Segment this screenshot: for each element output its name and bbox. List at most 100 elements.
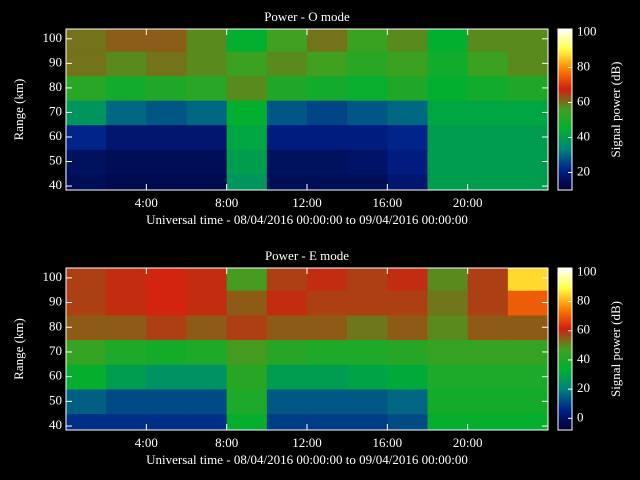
heat-cell [266, 124, 308, 150]
heat-cell [106, 389, 147, 415]
heat-cell [467, 314, 509, 341]
colorbar-tick-label: 40 [577, 128, 590, 143]
heat-cell [307, 149, 348, 175]
heat-cell [266, 290, 308, 316]
heat-cell [66, 100, 107, 126]
heat-cell [266, 364, 308, 390]
colorbar-label: Signal power (dB) [608, 61, 623, 157]
heat-cell [467, 29, 509, 52]
heat-cell [266, 29, 308, 52]
y-tick-label: 40 [49, 417, 62, 432]
heat-cell [186, 149, 228, 175]
heat-cell [507, 413, 548, 430]
heat-cell [307, 314, 348, 341]
heat-cell [106, 173, 147, 190]
heat-cell [186, 389, 228, 415]
colorbar [557, 267, 573, 431]
heat-cell [146, 75, 187, 101]
heat-cell [467, 268, 509, 291]
heat-cell [186, 364, 228, 390]
heat-cell [387, 124, 428, 150]
heat-cell [347, 413, 388, 430]
x-tick-label: 16:00 [373, 435, 403, 450]
heat-cell [186, 124, 228, 150]
heat-cell [347, 29, 388, 52]
heat-cell [307, 339, 348, 365]
heat-cell [106, 339, 147, 365]
heat-cell [427, 51, 469, 77]
heat-cell [427, 364, 469, 390]
heat-cell [226, 290, 268, 316]
y-tick-label: 90 [49, 294, 62, 309]
heat-cell [467, 389, 509, 415]
heat-cell [226, 364, 268, 390]
y-tick-label: 50 [49, 392, 62, 407]
heat-cell [226, 413, 268, 430]
heat-cell [427, 29, 469, 52]
x-tick-label: 20:00 [453, 195, 483, 210]
heat-cell [467, 413, 509, 430]
heat-cell [266, 173, 308, 190]
heat-cell [507, 75, 548, 101]
colorbar-label: Signal power (dB) [608, 301, 623, 397]
heat-cell [106, 413, 147, 430]
heat-cell [427, 268, 469, 291]
heat-cell [106, 124, 147, 150]
x-tick-label: 8:00 [215, 195, 238, 210]
heat-cell [387, 314, 428, 341]
heat-cell [146, 314, 187, 341]
heat-cell [507, 51, 548, 77]
heat-cell [226, 149, 268, 175]
heat-cell [347, 314, 388, 341]
y-tick-label: 100 [43, 269, 63, 284]
heat-cell [106, 364, 147, 390]
heat-cell [186, 339, 228, 365]
heat-cell [146, 100, 187, 126]
heat-cell [266, 268, 308, 291]
heat-cell [66, 29, 107, 52]
heat-cell [307, 75, 348, 101]
heat-cell [427, 173, 469, 190]
heat-cell [507, 339, 548, 365]
heat-cell [347, 339, 388, 365]
heat-cell [266, 389, 308, 415]
heat-cell [146, 413, 187, 430]
colorbar-tick-label: 100 [577, 23, 597, 38]
heat-cell [146, 339, 187, 365]
chart-title: Power - O mode [264, 9, 350, 24]
heat-cell [66, 413, 107, 430]
heat-cell [66, 268, 107, 291]
heat-cell [146, 290, 187, 316]
heat-cell [66, 173, 107, 190]
colorbar-tick-label: 0 [577, 409, 584, 424]
heat-cell [106, 100, 147, 126]
heat-cell [266, 314, 308, 341]
heat-cell [186, 290, 228, 316]
heat-cell [266, 339, 308, 365]
heat-cell [347, 100, 388, 126]
heat-cell [266, 75, 308, 101]
heat-cell [66, 339, 107, 365]
heat-cell [266, 149, 308, 175]
heat-cell [347, 364, 388, 390]
heat-cell [226, 268, 268, 291]
heat-cell [347, 51, 388, 77]
heat-cell [467, 124, 509, 150]
y-tick-label: 40 [49, 177, 62, 192]
x-tick-label: 4:00 [135, 435, 158, 450]
y-axis-label: Range (km) [11, 318, 26, 380]
heat-cell [66, 75, 107, 101]
heat-cell [266, 51, 308, 77]
heat-cell [146, 364, 187, 390]
y-tick-label: 80 [49, 318, 62, 333]
heat-cell [387, 149, 428, 175]
heat-cell [106, 75, 147, 101]
colorbar-tick-label: 20 [577, 163, 590, 178]
heat-cell [307, 389, 348, 415]
heat-cell [307, 413, 348, 430]
heat-cell [467, 51, 509, 77]
heat-cell [307, 51, 348, 77]
heat-cell [307, 268, 348, 291]
